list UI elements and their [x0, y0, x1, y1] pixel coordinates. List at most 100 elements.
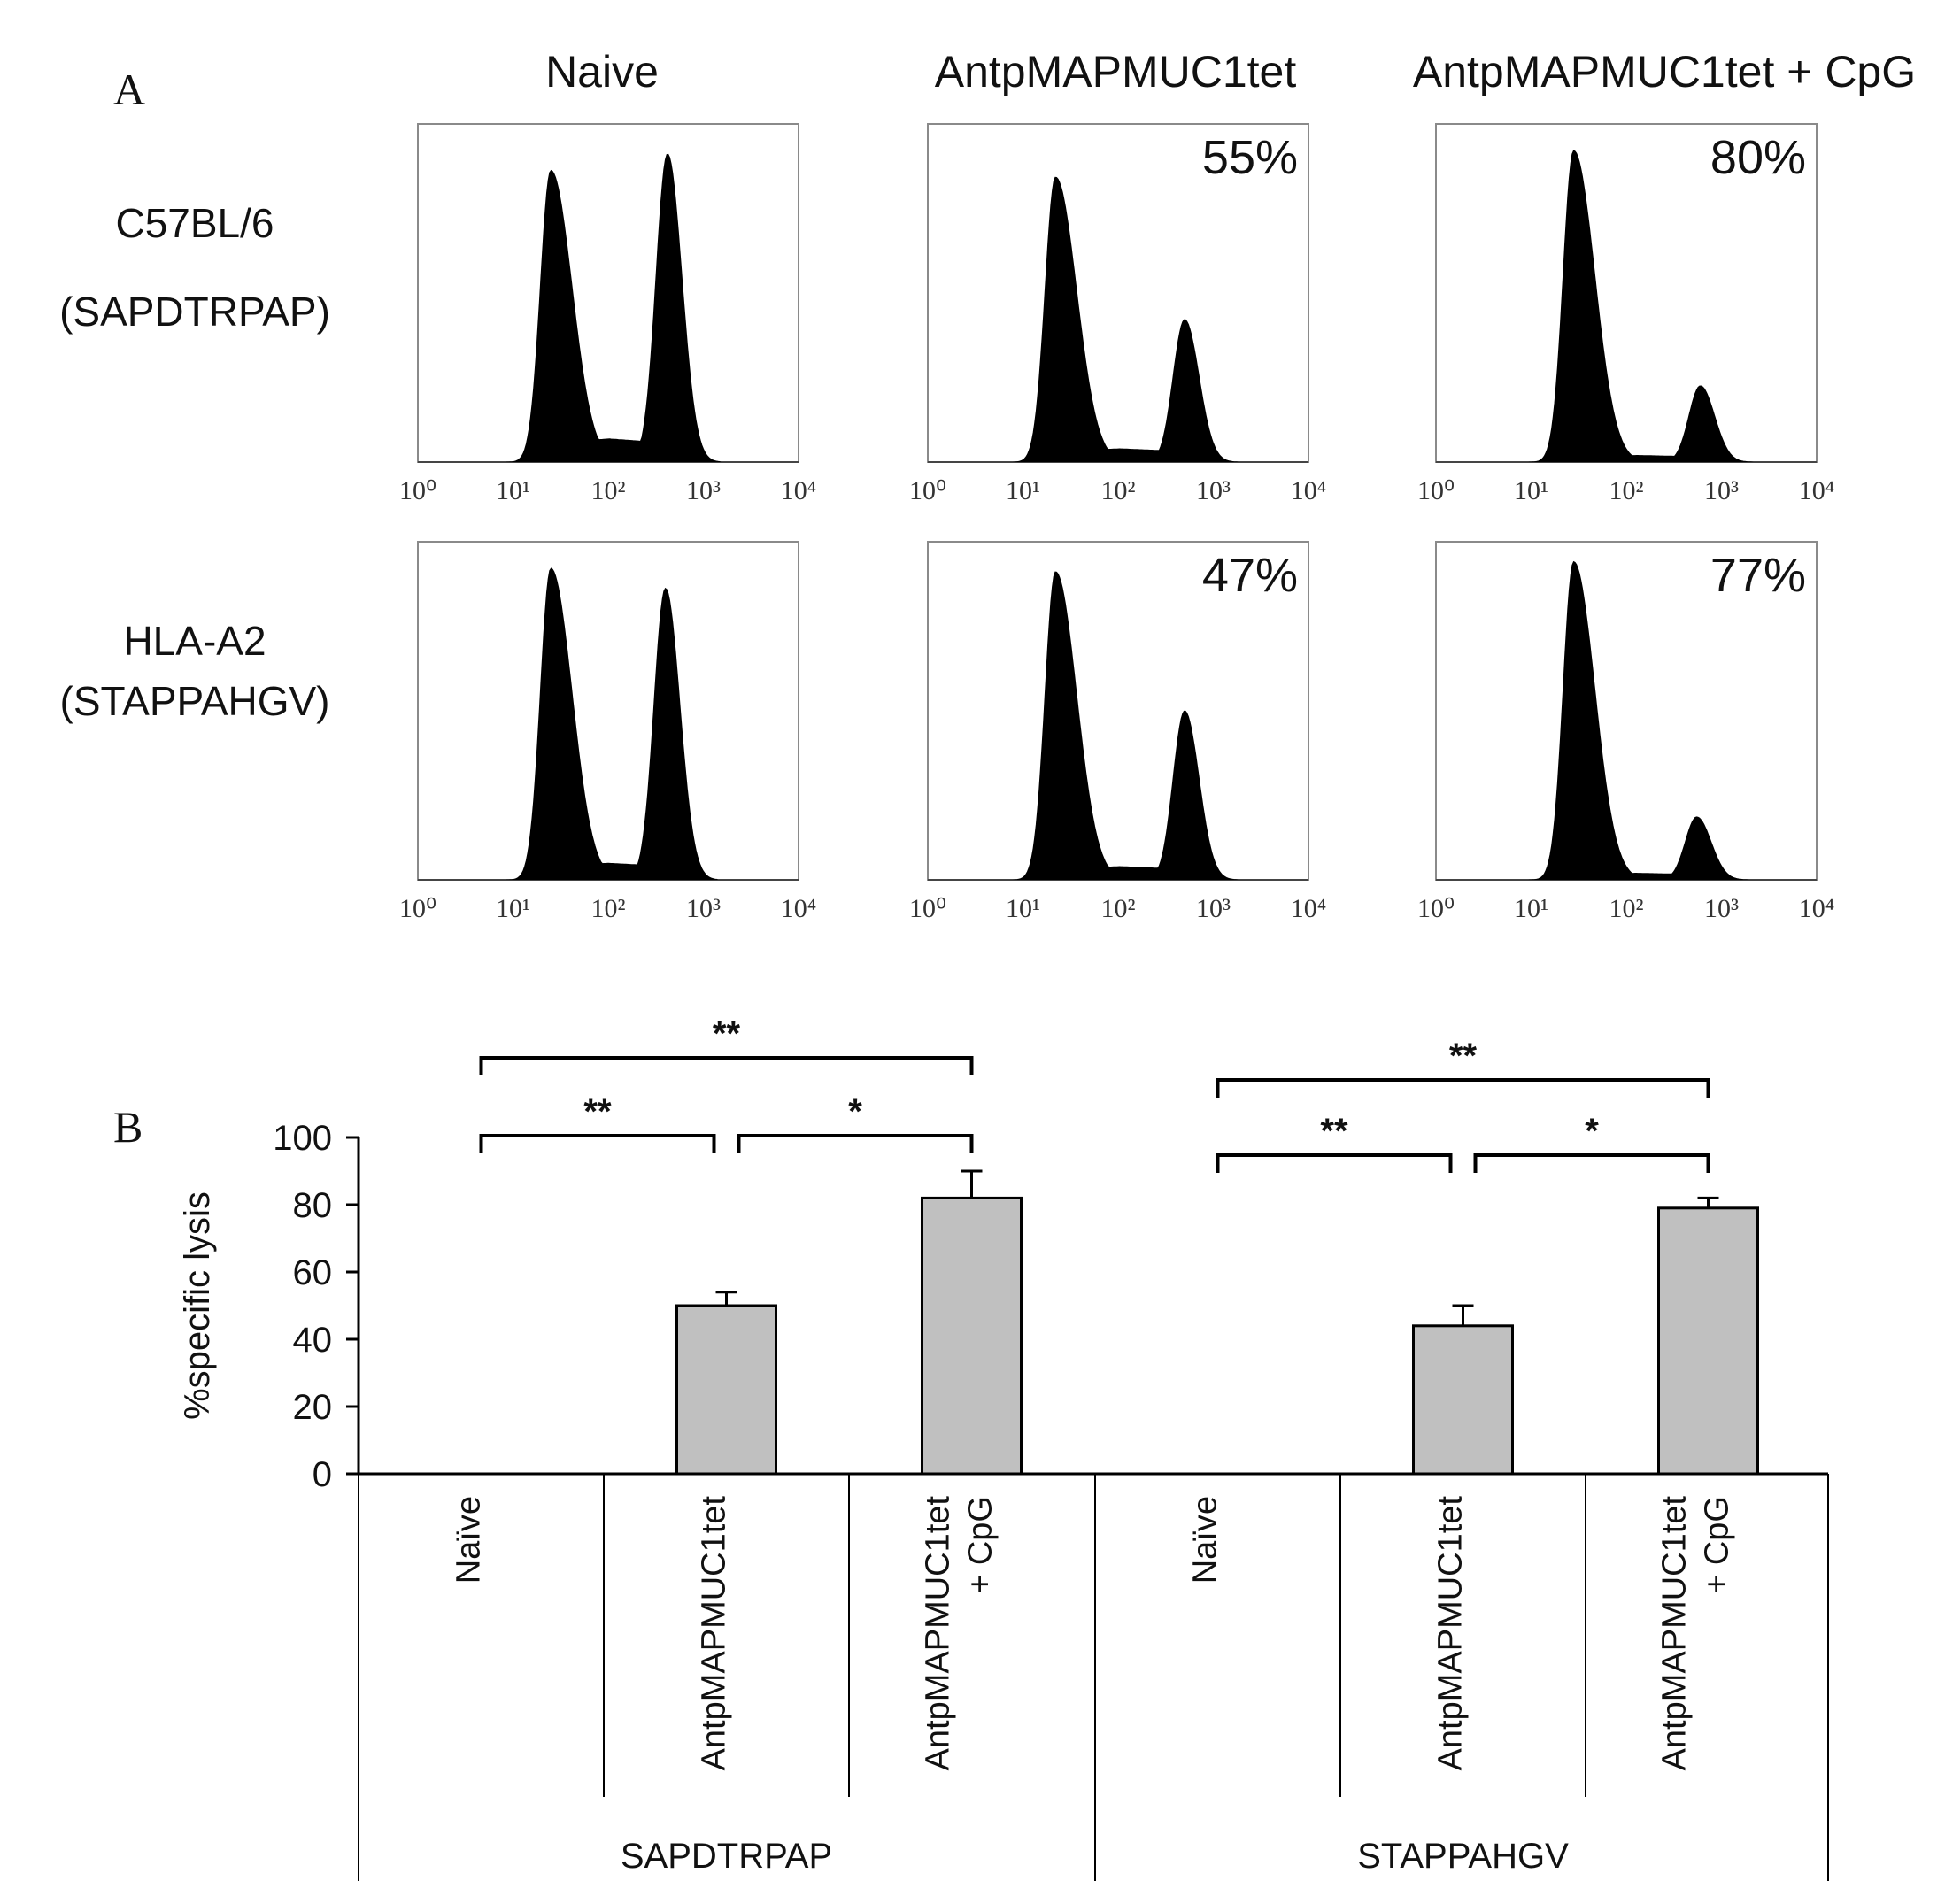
histogram-panel-1-0: 10⁰ 10¹ 10² 10³ 10⁴ [399, 541, 816, 923]
y-tick-label: 0 [313, 1455, 332, 1494]
histogram-tick-label: 10² [591, 476, 626, 505]
histogram-panel-0-1: 10⁰ 10¹ 10² 10³ 10⁴ 55% [909, 123, 1326, 505]
group-label: STAPPAHGV [1357, 1837, 1569, 1876]
significance-label: ** [1449, 1037, 1478, 1075]
category-label: + CpG [1699, 1496, 1736, 1594]
histogram-tick-label: 10³ [686, 476, 721, 505]
histogram-area [928, 176, 1308, 463]
histogram-frame [417, 541, 799, 881]
bar-group-1: Naïve AntpMAPMUC1tet AntpMAPMUC1tet + CpGST… [1187, 1196, 1759, 1876]
histogram-area [1436, 150, 1817, 463]
histogram-frame [417, 123, 799, 463]
column-title-0: Naive [545, 47, 659, 96]
category-label: AntpMAPMUC1tet [1656, 1496, 1694, 1771]
histogram-tick-label: 10⁴ [1291, 894, 1326, 923]
histogram-tick-label: 10⁴ [781, 894, 816, 923]
category-label: AntpMAPMUC1tet [696, 1496, 733, 1771]
bar [1657, 1206, 1759, 1476]
significance-bracket: ** [1216, 1112, 1453, 1173]
significance-bracket: ** [1216, 1037, 1710, 1098]
column-title-2: AntpMAPMUC1tet + CpG [1413, 47, 1916, 96]
row-title-0-1: (SAPDTRPAP) [59, 289, 330, 335]
histogram-tick-label: 10⁰ [909, 894, 946, 923]
histogram-tick-label: 10⁴ [1799, 894, 1834, 923]
percent-label: 47% [1202, 549, 1298, 602]
histogram-tick-label: 10² [1101, 894, 1136, 923]
histogram-area [418, 153, 799, 463]
significance-label: * [848, 1092, 862, 1131]
category-label: + CpG [962, 1496, 1000, 1594]
histogram-tick-label: 10³ [686, 894, 721, 923]
histogram-panel-1-1: 10⁰ 10¹ 10² 10³ 10⁴ 47% [909, 541, 1326, 923]
row-title-1-0: HLA-A2 [123, 618, 266, 664]
histogram-tick-label: 10¹ [1006, 894, 1040, 923]
bar [675, 1304, 777, 1476]
significance-label: ** [1320, 1112, 1348, 1151]
histogram-tick-label: 10¹ [496, 894, 530, 923]
histogram-panel-0-2: 10⁰ 10¹ 10² 10³ 10⁴ 80% [1417, 123, 1834, 505]
histogram-tick-label: 10² [591, 894, 626, 923]
histogram-tick-label: 10² [1101, 476, 1136, 505]
significance-label: ** [583, 1092, 612, 1131]
category-label: Naïve [451, 1496, 488, 1584]
histogram-tick-label: 10⁰ [1417, 476, 1455, 505]
bar [1412, 1324, 1514, 1476]
histogram-tick-label: 10³ [1704, 894, 1739, 923]
category-label: AntpMAPMUC1tet [920, 1496, 957, 1771]
histogram-tick-label: 10³ [1196, 476, 1231, 505]
histogram-tick-label: 10³ [1704, 476, 1739, 505]
significance-bracket: * [737, 1092, 974, 1153]
histogram-tick-label: 10⁴ [1291, 476, 1326, 505]
panel-a-label: A [113, 65, 145, 114]
category-label: AntpMAPMUC1tet [1432, 1496, 1470, 1771]
significance-bracket: ** [479, 1014, 974, 1075]
y-tick-label: 100 [273, 1119, 332, 1158]
bracket-line [1216, 1153, 1453, 1173]
panel-b-label: B [113, 1102, 143, 1152]
significance-label: * [1585, 1112, 1599, 1151]
bracket-line [1473, 1153, 1710, 1173]
histogram-tick-label: 10³ [1196, 894, 1231, 923]
bracket-line [1216, 1078, 1710, 1098]
y-tick-label: 20 [293, 1388, 333, 1427]
histogram-tick-label: 10⁰ [399, 476, 436, 505]
row-title-1-1: (STAPPAHGV) [60, 678, 330, 724]
bar [921, 1196, 1023, 1476]
category-label: Naïve [1187, 1496, 1224, 1584]
bar-axes: 0 20 40 60 80 100 %specific lysis [178, 1119, 1829, 1881]
histogram-tick-label: 10⁴ [1799, 476, 1834, 505]
histogram-area [928, 571, 1308, 881]
bracket-line [479, 1134, 716, 1153]
significance-label: ** [713, 1014, 741, 1053]
group-label: SAPDTRPAP [621, 1837, 832, 1876]
histogram-tick-label: 10⁰ [909, 476, 946, 505]
histogram-panel-1-2: 10⁰ 10¹ 10² 10³ 10⁴ 77% [1417, 541, 1834, 923]
histogram-tick-label: 10¹ [1514, 894, 1548, 923]
histogram-area [1436, 560, 1817, 881]
histogram-tick-label: 10² [1609, 894, 1644, 923]
y-tick-label: 60 [293, 1253, 333, 1292]
histogram-tick-label: 10⁴ [781, 476, 816, 505]
histogram-tick-label: 10² [1609, 476, 1644, 505]
histogram-tick-label: 10⁰ [1417, 894, 1455, 923]
percent-label: 80% [1710, 131, 1806, 184]
row-title-0-0: C57BL/6 [115, 200, 274, 246]
histogram-area [418, 567, 799, 881]
percent-label: 55% [1202, 131, 1298, 184]
y-tick-label: 40 [293, 1321, 333, 1360]
percent-label: 77% [1710, 549, 1806, 602]
column-title-1: AntpMAPMUC1tet [935, 47, 1297, 96]
histogram-tick-label: 10⁰ [399, 894, 436, 923]
bracket-line [479, 1056, 974, 1075]
histogram-tick-label: 10¹ [496, 476, 530, 505]
bracket-line [737, 1134, 974, 1153]
significance-bracket: ** [479, 1092, 716, 1153]
histogram-tick-label: 10¹ [1514, 476, 1548, 505]
histogram-panel-0-0: 10⁰ 10¹ 10² 10³ 10⁴ [399, 123, 816, 505]
histogram-tick-label: 10¹ [1006, 476, 1040, 505]
y-tick-label: 80 [293, 1186, 333, 1225]
significance-bracket: * [1473, 1112, 1710, 1173]
y-axis-title: %specific lysis [178, 1191, 217, 1420]
bar-group-0: Naïve AntpMAPMUC1tet AntpMAPMUC1tet + CpGSA… [451, 1169, 1023, 1876]
